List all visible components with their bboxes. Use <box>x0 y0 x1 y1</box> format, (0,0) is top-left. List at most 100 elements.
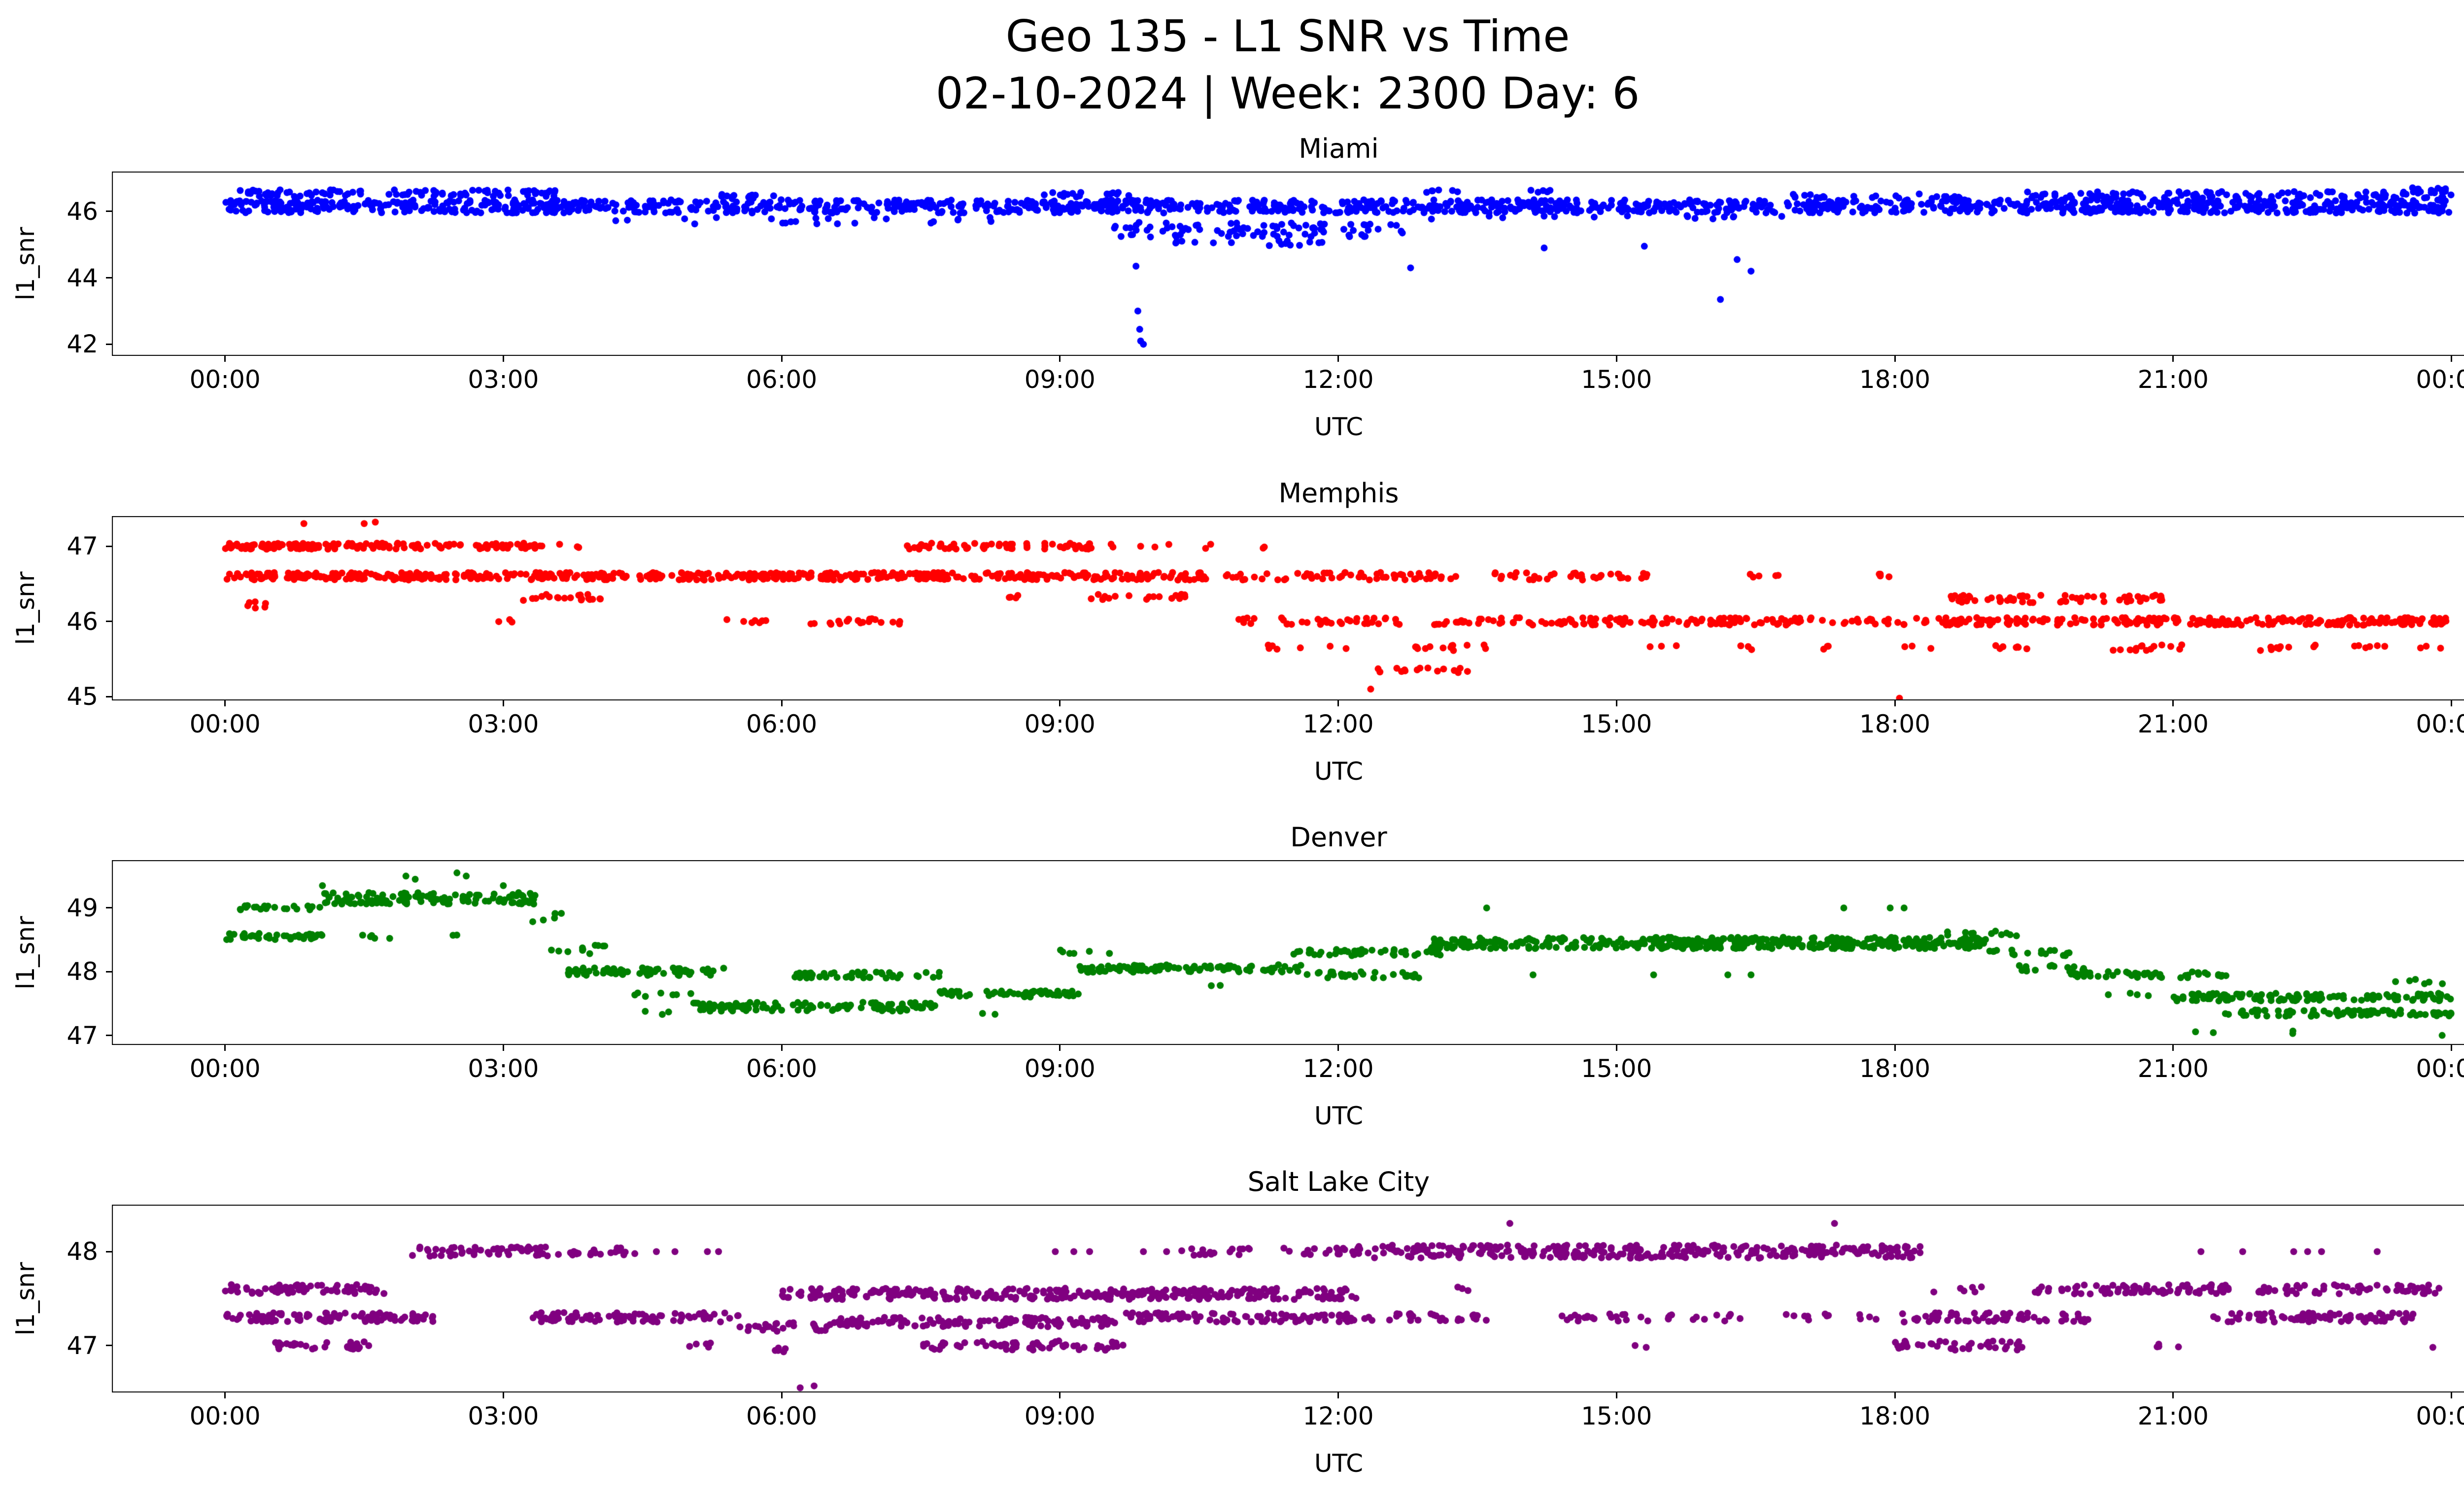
x-tick-mark <box>1337 700 1339 706</box>
x-axis-label: UTC <box>1314 757 1364 786</box>
x-tick-label: 15:00 <box>1581 1054 1652 1083</box>
x-tick-mark <box>1059 700 1061 706</box>
x-tick-mark <box>224 1392 226 1398</box>
x-tick-label: 00:00 <box>189 1054 261 1083</box>
subplot-title: Memphis <box>1278 478 1399 509</box>
x-tick-mark <box>2172 356 2174 362</box>
x-tick-label: 18:00 <box>1859 710 1931 738</box>
x-tick-label: 00:00 <box>189 710 261 738</box>
x-tick-mark <box>502 700 504 706</box>
y-tick-label: 46 <box>67 197 98 226</box>
y-tick-label: 42 <box>67 330 98 359</box>
x-tick-mark <box>2172 700 2174 706</box>
x-tick-label: 18:00 <box>1859 1054 1931 1083</box>
x-tick-label: 06:00 <box>746 365 818 394</box>
x-tick-mark <box>1894 356 1896 362</box>
y-tick-mark <box>106 971 112 973</box>
x-tick-label: 21:00 <box>2137 710 2209 738</box>
y-tick-label: 48 <box>67 957 98 986</box>
subplot-title: Salt Lake City <box>1247 1166 1430 1197</box>
x-tick-mark <box>1337 1045 1339 1051</box>
x-tick-mark <box>1059 1392 1061 1398</box>
y-tick-label: 47 <box>67 1021 98 1050</box>
x-tick-label: 18:00 <box>1859 1402 1931 1430</box>
x-tick-label: 03:00 <box>468 1054 539 1083</box>
figure-title: Geo 135 - L1 SNR vs Time 02-10-2024 | We… <box>0 8 2464 122</box>
x-tick-mark <box>1894 1045 1896 1051</box>
x-tick-label: 09:00 <box>1024 1402 1095 1430</box>
x-tick-mark <box>1337 1392 1339 1398</box>
title-line-1: Geo 135 - L1 SNR vs Time <box>1005 11 1570 62</box>
y-tick-mark <box>106 1035 112 1037</box>
y-tick-label: 44 <box>67 263 98 292</box>
x-tick-mark <box>2172 1392 2174 1398</box>
x-tick-label: 12:00 <box>1302 1402 1374 1430</box>
y-tick-mark <box>106 343 112 345</box>
y-tick-mark <box>106 1345 112 1347</box>
x-tick-mark <box>2450 356 2452 362</box>
x-tick-mark <box>502 356 504 362</box>
x-tick-label: 18:00 <box>1859 365 1931 394</box>
x-tick-label: 00:00 <box>2416 1054 2464 1083</box>
x-tick-mark <box>1615 700 1617 706</box>
x-tick-label: 06:00 <box>746 710 818 738</box>
x-axis-label: UTC <box>1314 1102 1364 1130</box>
y-tick-mark <box>106 210 112 212</box>
x-tick-mark <box>224 1045 226 1051</box>
x-tick-label: 09:00 <box>1024 710 1095 738</box>
x-tick-label: 03:00 <box>468 365 539 394</box>
x-tick-mark <box>2172 1045 2174 1051</box>
scatter-canvas <box>112 1205 2464 1392</box>
y-axis-label: l1_snr <box>11 1262 40 1335</box>
x-tick-label: 15:00 <box>1581 365 1652 394</box>
plot-area <box>112 860 2464 1045</box>
x-tick-mark <box>1059 1045 1061 1051</box>
x-tick-mark <box>224 356 226 362</box>
x-tick-mark <box>781 1045 783 1051</box>
x-tick-label: 09:00 <box>1024 365 1095 394</box>
x-axis-label: UTC <box>1314 1449 1364 1478</box>
y-tick-mark <box>106 1251 112 1252</box>
x-tick-label: 06:00 <box>746 1402 818 1430</box>
y-tick-mark <box>106 277 112 279</box>
plot-area <box>112 516 2464 700</box>
x-tick-mark <box>2450 700 2452 706</box>
x-tick-mark <box>1337 356 1339 362</box>
x-tick-label: 12:00 <box>1302 365 1374 394</box>
y-tick-label: 46 <box>67 607 98 636</box>
x-tick-label: 12:00 <box>1302 710 1374 738</box>
x-tick-mark <box>1615 1045 1617 1051</box>
plot-area <box>112 172 2464 356</box>
y-tick-label: 47 <box>67 1331 98 1360</box>
x-tick-mark <box>781 700 783 706</box>
y-tick-label: 48 <box>67 1237 98 1266</box>
x-tick-label: 00:00 <box>2416 365 2464 394</box>
x-tick-mark <box>1059 356 1061 362</box>
x-tick-label: 12:00 <box>1302 1054 1374 1083</box>
plot-area <box>112 1205 2464 1392</box>
x-tick-mark <box>1894 700 1896 706</box>
x-axis-label: UTC <box>1314 413 1364 441</box>
x-tick-mark <box>224 700 226 706</box>
y-tick-mark <box>106 695 112 697</box>
x-tick-mark <box>502 1045 504 1051</box>
x-tick-label: 09:00 <box>1024 1054 1095 1083</box>
x-tick-label: 15:00 <box>1581 710 1652 738</box>
x-tick-mark <box>781 356 783 362</box>
scatter-canvas <box>112 172 2464 356</box>
x-tick-label: 00:00 <box>2416 1402 2464 1430</box>
x-tick-mark <box>1615 1392 1617 1398</box>
x-tick-label: 03:00 <box>468 710 539 738</box>
subplot-title: Denver <box>1290 822 1387 853</box>
x-tick-label: 00:00 <box>189 1402 261 1430</box>
x-tick-mark <box>2450 1392 2452 1398</box>
x-tick-label: 00:00 <box>189 365 261 394</box>
scatter-canvas <box>112 860 2464 1045</box>
y-tick-mark <box>106 907 112 909</box>
subplot-title: Miami <box>1299 133 1379 164</box>
x-tick-mark <box>781 1392 783 1398</box>
title-line-2: 02-10-2024 | Week: 2300 Day: 6 <box>935 68 1640 119</box>
x-tick-label: 21:00 <box>2137 1402 2209 1430</box>
y-tick-label: 49 <box>67 893 98 922</box>
